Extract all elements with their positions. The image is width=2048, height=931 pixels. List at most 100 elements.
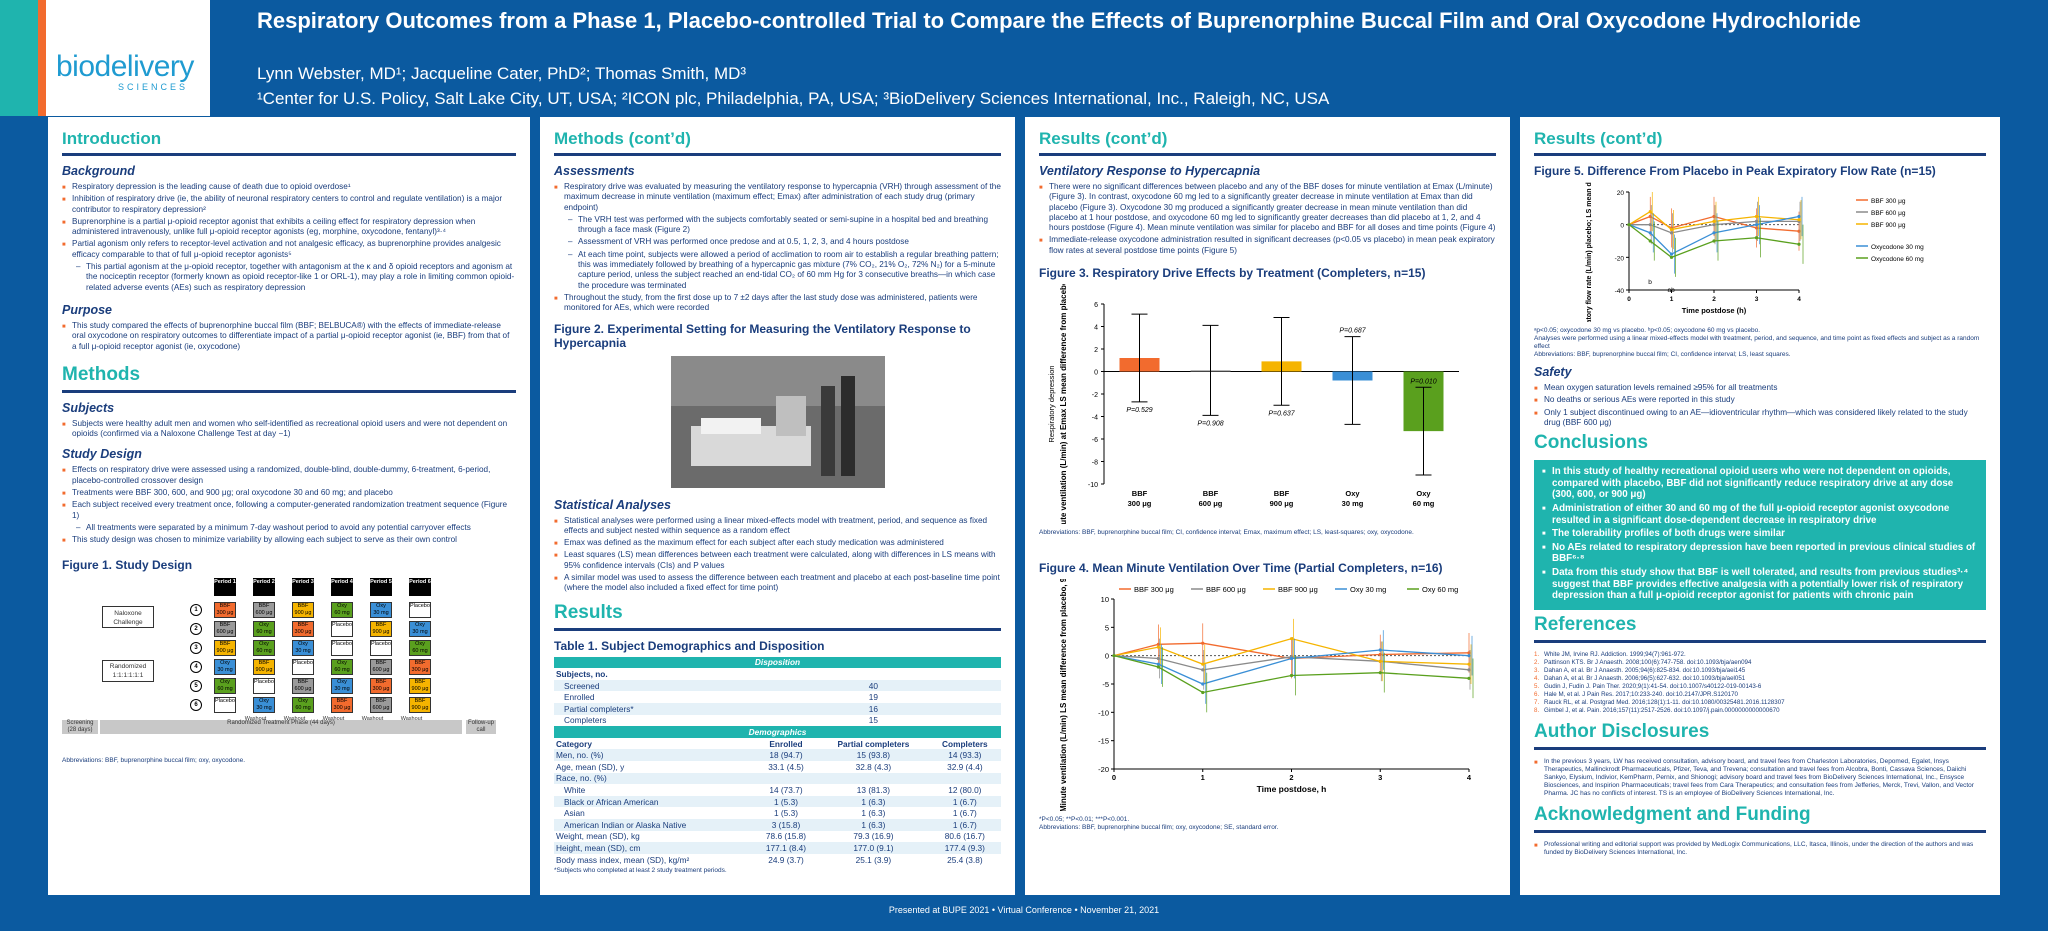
washout-label: Washout <box>322 715 345 722</box>
y-tick-label: 6 <box>1094 302 1098 309</box>
assessments-list: Respiratory drive was evaluated by measu… <box>554 182 1001 213</box>
reference-number: 1. <box>1534 650 1540 658</box>
table-band-disposition: Disposition <box>554 656 1001 669</box>
methods-cont-heading: Methods (cont’d) <box>554 129 1001 156</box>
treatment-cell: Placebo <box>370 639 392 656</box>
table-row: Screened 40 <box>554 679 1001 692</box>
reference-number: 2. <box>1534 658 1540 666</box>
poster-footer: Presented at BUPE 2021 • Virtual Confere… <box>888 905 1160 915</box>
data-point <box>1754 236 1759 240</box>
table-cell: Weight, mean (SD), kg <box>556 831 640 842</box>
table-footnote: *Subjects who completed at least 2 study… <box>554 867 727 875</box>
data-point <box>1467 668 1471 672</box>
x-axis-label: Time postdose, h <box>1257 784 1327 794</box>
table-cell: Screened <box>554 679 754 692</box>
x-tick-label: 0 <box>1112 773 1116 782</box>
list-item: A similar model was used to assess the d… <box>554 573 1001 594</box>
treatment-cell: BBF 900 μg <box>253 658 275 675</box>
list-item: No AEs related to respiratory depression… <box>1542 542 1978 565</box>
x-tick-label: 3 <box>1378 773 1382 782</box>
series-line <box>1113 638 1470 665</box>
table-cell: 25.1 (3.9) <box>855 854 892 865</box>
table-row: Body mass index, mean (SD), kg/m² 24.9 (3… <box>554 854 1001 866</box>
data-point <box>1467 654 1471 658</box>
table-cell: Men, no. (%) <box>554 749 754 761</box>
y-axis-label: Peak expiratory flow rate (L/min) placeb… <box>1586 182 1593 322</box>
study-design-diagram: Naloxone Challenge Randomized 1:1:1:1:1:… <box>62 576 516 751</box>
table-row: White 14 (73.7) 13 (81.3) 12 (80.0) <box>554 784 1001 796</box>
logo-wordmark: biodelivery <box>56 50 194 83</box>
assessments-heading: Assessments <box>554 164 635 178</box>
treatment-cell: BBF 600 μg <box>370 658 392 675</box>
table-cell: White <box>564 784 586 795</box>
list-item: Least squares (LS) mean differences betw… <box>554 550 1001 571</box>
legend-label: BBF 300 μg <box>1871 198 1906 205</box>
poster-header: biodelivery SCIENCES Respiratory Outcome… <box>0 0 2048 116</box>
series-line <box>1628 215 1800 255</box>
list-item: Only 1 subject discontinued owing to an … <box>1534 408 1986 429</box>
table-cell: Race, no. (%) <box>554 772 754 785</box>
table-row: Height, mean (SD), cm 177.1 (8.4) 177.0 (9… <box>554 842 1001 854</box>
period-header: Period 3 <box>292 577 314 596</box>
data-point <box>1378 671 1382 675</box>
photo-illustration <box>670 355 885 488</box>
table-row: Enrolled 19 <box>554 691 1001 703</box>
p-value-label: P=0.637 <box>1268 410 1295 417</box>
treatment-cell: BBF 600 μg <box>214 620 236 637</box>
disclosures-heading: Author Disclosures <box>1534 721 1986 750</box>
list-item: Respiratory depression is the leading ca… <box>62 182 516 194</box>
reference-number: 8. <box>1534 706 1540 714</box>
data-point <box>1378 659 1382 664</box>
treatment-cell: Oxy 60 mg <box>292 696 314 713</box>
treatment-cell: Oxy 30 mg <box>331 677 353 694</box>
list-item: In this study of healthy recreational op… <box>1542 466 1978 501</box>
assessments-list-2: Throughout the study, from the first dos… <box>554 293 1001 314</box>
introduction-heading: Introduction <box>62 129 516 156</box>
sequence-number: 4 <box>190 660 202 673</box>
treatment-cell: BBF 900 μg <box>214 639 236 656</box>
purpose-heading: Purpose <box>62 302 113 317</box>
y-tick-label: -4 <box>1092 415 1098 422</box>
results-cont-heading: Results (cont’d) <box>1039 129 1496 156</box>
reference-item: 7. Rauck RL, et al. Postgrad Med. 2016;12… <box>1534 699 1986 707</box>
subjects-heading: Subjects <box>62 400 115 415</box>
poster-affiliations: ¹Center for U.S. Policy, Salt Lake City,… <box>257 89 1330 108</box>
y-tick-label: -20 <box>1098 765 1109 774</box>
treatment-cell: Oxy 30 mg <box>292 639 314 656</box>
data-point <box>1797 214 1801 219</box>
legend-label: Oxycodone 30 mg <box>1871 244 1924 251</box>
x-tick-label: Oxy <box>1345 489 1360 498</box>
table-cell: Completers <box>564 715 607 726</box>
table-cell: American Indian or Alaska Native <box>554 818 754 831</box>
data-point <box>1467 662 1471 666</box>
treatment-cell: BBF 600 μg <box>253 601 275 618</box>
logo-subtitle: SCIENCES <box>118 82 189 92</box>
table-band-demographics: Demographics <box>554 726 1001 738</box>
screening-bar: Screening (28 days) <box>62 719 98 734</box>
data-point <box>1754 214 1759 219</box>
table-cell: 19 <box>868 692 879 703</box>
figure5-note-1: ᵃp<0.05; oxycodone 30 mg vs placebo. ᵇp<… <box>1534 327 1761 334</box>
figure3-title: Figure 3. Respiratory Drive Effects by T… <box>1039 266 1426 281</box>
table-header: Category <box>556 738 592 749</box>
y-tick-label: -10 <box>1088 482 1098 489</box>
x-tick-label: Oxy <box>1416 489 1431 498</box>
reference-number: 3. <box>1534 666 1540 674</box>
panel-introduction-methods: Introduction Background Respiratory depr… <box>48 117 530 895</box>
figure2-title: Figure 2. Experimental Setting for Measu… <box>554 321 971 350</box>
table-cell: Partial completers* <box>554 703 754 715</box>
data-point <box>1627 223 1631 227</box>
x-tick-label: BBF <box>1274 489 1290 498</box>
list-item: Mean oxygen saturation levels remained ≥… <box>1534 383 1986 395</box>
table-cell: 78.6 (15.8) <box>765 831 807 842</box>
conclusions-box: In this study of healthy recreational op… <box>1534 460 1986 610</box>
list-item: Treatments were BBF 300, 600, and 900 μg… <box>62 488 516 500</box>
panel-methods-results: Methods (cont’d) Assessments Respiratory… <box>540 117 1015 895</box>
list-item: Each subject received every treatment on… <box>62 500 516 521</box>
treatment-cell: BBF 300 μg <box>331 696 353 713</box>
period-header: Period 6 <box>409 577 431 596</box>
reference-text: Pattinson KTS. Br J Anaesth. 2008;100(6)… <box>1544 658 1752 666</box>
series-line <box>1628 215 1800 232</box>
legend-label: BBF 900 μg <box>1278 585 1318 594</box>
